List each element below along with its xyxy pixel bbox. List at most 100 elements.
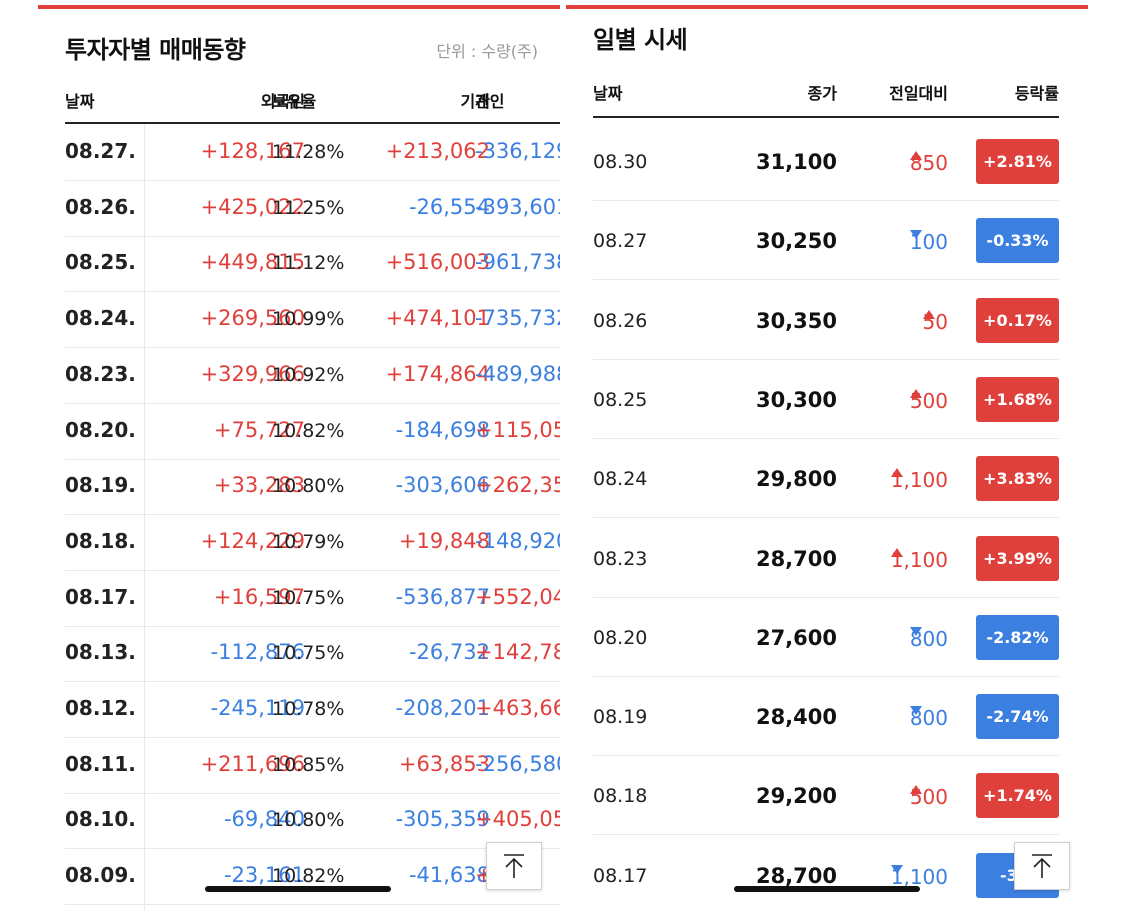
scroll-top-button-left[interactable] (486, 842, 542, 890)
date-column-divider (144, 124, 145, 910)
daily-price-panel: 일별 시세 날짜 종가 전일대비 등락률 08.30 31,100 850 +2.81… (566, 0, 1088, 910)
row-date: 08.24 (593, 468, 648, 491)
table-row: 08.27. +128,167 11.28% +213,062 -336,129 (65, 125, 560, 181)
row-close: 28,700 (755, 546, 837, 571)
row-date: 08.18 (593, 785, 648, 808)
row-foreign: +269,560 (200, 306, 305, 331)
home-indicator[interactable] (205, 886, 391, 892)
header-rate: 등락률 (1014, 84, 1059, 103)
row-foreign: +75,727 (213, 417, 305, 442)
row-date: 08.13. (65, 640, 136, 665)
table-row: 08.25 30,300 500 +1.68% (593, 359, 1059, 439)
row-close: 29,200 (755, 784, 837, 809)
row-foreign: -112,876 (210, 640, 305, 665)
header-holding: 보유율 (272, 92, 317, 111)
row-holding: 10.85% (272, 753, 345, 776)
row-individual: -489,988 (475, 361, 560, 386)
row-holding: 11.28% (272, 141, 345, 163)
row-close: 27,600 (755, 625, 837, 650)
investor-trend-title: 투자자별 매매동향 (65, 36, 246, 64)
row-institution: +174,864 (385, 361, 490, 386)
row-date: 08.25. (65, 250, 136, 275)
row-institution: -26,554 (408, 194, 490, 219)
header-individual: 개인 (475, 92, 505, 111)
rate-badge: +1.68% (976, 376, 1059, 422)
table-row: 08.19 28,400 800 -2.74% (593, 676, 1059, 757)
row-change: 500 (909, 388, 948, 413)
row-foreign: +124,229 (200, 528, 305, 553)
row-change: 1,100 (890, 864, 948, 889)
table-row: 08.23 28,700 1,100 +3.99% (593, 518, 1059, 598)
row-institution: +19,848 (398, 528, 490, 553)
row-change: 50 (922, 309, 948, 334)
row-institution: -208,201 (395, 696, 490, 720)
table-row: 08.11. +211,696 10.85% +63,853 -256,580 (65, 738, 560, 794)
scroll-top-button-right[interactable] (1014, 842, 1070, 890)
triangle-down-icon (890, 864, 903, 874)
triangle-up-icon (909, 388, 922, 398)
row-individual: -336,129 (475, 139, 560, 163)
row-holding: 11.12% (272, 252, 345, 275)
table-row: 08.26 30,350 50 +0.17% (593, 280, 1059, 360)
row-close: 28,400 (755, 705, 837, 730)
row-holding: 11.25% (272, 196, 345, 219)
table-row: 08.27 30,250 100 -0.33% (593, 200, 1059, 281)
table-row: 08.18 29,200 500 +1.74% (593, 755, 1059, 836)
row-date: 08.20 (593, 626, 648, 649)
header-change: 전일대비 (889, 84, 948, 103)
row-date: 08.23 (593, 547, 648, 570)
rate-badge: +3.83% (976, 456, 1059, 502)
arrow-up-icon (504, 854, 524, 878)
rate-badge: -0.33% (976, 218, 1059, 264)
row-date: 08.26 (593, 309, 648, 332)
row-individual: -961,738 (475, 250, 560, 275)
arrow-up-icon (1032, 854, 1052, 878)
row-individual: +552,042 (475, 584, 560, 609)
rate-badge: +0.17% (976, 297, 1059, 343)
home-indicator[interactable] (734, 886, 920, 892)
row-holding: 10.80% (272, 475, 345, 498)
header-date: 날짜 (593, 84, 623, 103)
row-date: 08.17 (593, 864, 648, 887)
row-individual: -735,732 (475, 306, 560, 331)
row-foreign: +16,597 (213, 584, 305, 609)
investor-trend-panel: 투자자별 매매동향 단위 : 수량(주) 날짜 외국인 보유율 기관 개인 08… (38, 0, 560, 910)
rate-badge: -2.74% (976, 694, 1059, 740)
daily-price-title: 일별 시세 (593, 26, 688, 54)
row-institution: +516,003 (385, 250, 490, 275)
row-date: 08.27. (65, 139, 136, 163)
row-date: 08.20. (65, 417, 136, 442)
row-individual: +142,781 (475, 640, 560, 665)
table-row: 08.18. +124,229 10.79% +19,848 -148,920 (65, 515, 560, 571)
row-institution: +474,101 (385, 306, 490, 331)
row-holding: 10.75% (272, 586, 345, 609)
row-foreign: +449,815 (200, 250, 305, 275)
panel-accent-bar (566, 5, 1088, 9)
row-institution: -26,732 (408, 640, 490, 665)
row-close: 30,300 (755, 387, 837, 412)
row-change: 850 (909, 151, 948, 175)
row-close: 30,350 (755, 308, 837, 333)
row-date: 08.23. (65, 361, 136, 386)
row-individual: +463,669 (475, 696, 560, 720)
row-foreign: +425,022 (200, 194, 305, 219)
row-institution: -184,698 (395, 417, 490, 442)
row-date: 08.10. (65, 807, 136, 832)
row-change: 800 (909, 626, 948, 651)
row-date: 08.26. (65, 194, 136, 219)
row-institution: -303,606 (395, 473, 490, 498)
table-row: 08.26. +425,022 11.25% -26,554 -393,601 (65, 181, 560, 237)
row-institution: -536,877 (395, 584, 490, 609)
row-institution: +63,853 (398, 751, 490, 776)
row-date: 08.30 (593, 151, 648, 173)
row-date: 08.19. (65, 473, 136, 498)
row-change: 1,100 (890, 468, 948, 492)
row-foreign: -245,119 (210, 696, 305, 720)
row-holding: 10.80% (272, 809, 345, 832)
investor-table-header: 날짜 외국인 보유율 기관 개인 (65, 88, 560, 124)
row-change: 1,100 (890, 547, 948, 572)
unit-label: 단위 : 수량(주) (436, 42, 538, 61)
